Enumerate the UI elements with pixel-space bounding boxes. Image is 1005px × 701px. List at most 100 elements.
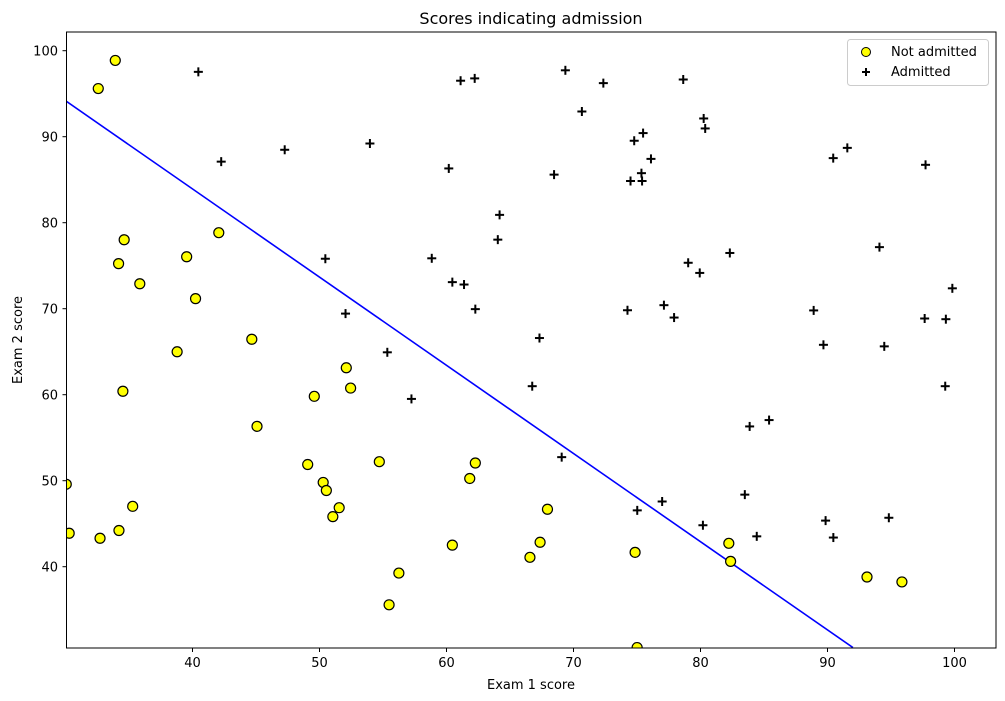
admitted-point [577, 107, 587, 117]
admitted-point [646, 154, 656, 164]
admitted-point [659, 300, 669, 310]
admitted-point [406, 394, 416, 404]
admitted-point [560, 65, 570, 75]
x-tick-label: 80 [692, 656, 709, 671]
admitted-point [921, 160, 931, 170]
not-admitted-point [134, 278, 146, 290]
legend-circle-icon [861, 47, 871, 57]
admitted-point [632, 505, 642, 515]
admitted-point [940, 381, 950, 391]
admitted-point [745, 421, 755, 431]
plot-area [66, 54, 957, 648]
not-admitted-point [181, 251, 193, 263]
admitted-point [629, 136, 639, 146]
not-admitted-point [541, 503, 554, 515]
y-tick-label: 80 [41, 217, 58, 232]
admitted-point [828, 153, 838, 163]
not-admitted-point [171, 346, 183, 358]
not-admitted-point [534, 536, 546, 548]
admitted-point [598, 78, 608, 88]
legend-label-not-admitted: Not admitted [891, 45, 977, 60]
not-admitted-point [345, 382, 357, 394]
admitted-series [193, 65, 957, 543]
admitted-point [459, 280, 469, 290]
x-tick-label: 90 [819, 656, 836, 671]
not-admitted-point [629, 546, 641, 558]
admitted-point [884, 513, 894, 523]
not-admitted-point [251, 420, 263, 432]
not-admitted-point [724, 555, 737, 567]
admitted-point [636, 168, 646, 178]
admitted-point [879, 341, 889, 351]
y-tick-label: 100 [33, 45, 58, 60]
not-admitted-point [723, 537, 735, 549]
admitted-point [341, 309, 351, 319]
admitted-point [698, 520, 708, 530]
admitted-point [818, 340, 828, 350]
y-axis-ticks: 40 50 60 70 80 90 100 [33, 45, 67, 576]
admitted-point [427, 253, 437, 263]
not-admitted-point [308, 390, 320, 402]
x-axis-label: Exam 1 score [487, 678, 575, 693]
chart-title: Scores indicating admission [419, 9, 642, 28]
admitted-point [821, 516, 831, 526]
not-admitted-series [66, 54, 908, 648]
legend-plus-icon [862, 68, 870, 76]
admitted-point [695, 268, 705, 278]
not-admitted-point [94, 532, 106, 544]
admitted-point [764, 415, 774, 425]
legend-box [847, 39, 989, 86]
admitted-point [874, 242, 884, 252]
admitted-point [752, 531, 762, 541]
not-admitted-point [189, 293, 202, 305]
admitted-point [947, 283, 957, 293]
y-tick-label: 40 [41, 561, 58, 576]
admitted-point [557, 452, 567, 462]
admitted-point [534, 333, 544, 343]
not-admitted-point [112, 258, 125, 270]
x-axis-ticks: 40 50 60 70 80 90 100 [184, 648, 967, 671]
not-admitted-point [333, 502, 345, 514]
admitted-point [444, 163, 454, 173]
admitted-point [700, 123, 710, 133]
admitted-point [549, 170, 559, 180]
admitted-point [365, 138, 375, 148]
x-tick-label: 40 [184, 656, 201, 671]
not-admitted-point [469, 457, 481, 469]
admitted-point [842, 143, 852, 153]
not-admitted-point [464, 472, 476, 485]
admitted-point [828, 533, 838, 543]
not-admitted-point [861, 571, 873, 583]
not-admitted-point [66, 527, 75, 539]
not-admitted-point [896, 576, 908, 588]
x-tick-label: 60 [438, 656, 455, 671]
y-tick-label: 60 [41, 389, 58, 404]
x-tick-label: 70 [565, 656, 582, 671]
x-tick-label: 50 [311, 656, 328, 671]
admitted-point [740, 490, 750, 500]
admitted-point [495, 210, 505, 220]
y-axis-label: Exam 2 score [11, 296, 26, 384]
not-admitted-point [446, 539, 458, 551]
admitted-point [470, 304, 480, 314]
not-admitted-point [327, 511, 339, 523]
not-admitted-point [113, 524, 125, 537]
admitted-point [725, 248, 735, 258]
admitted-point [638, 128, 648, 138]
legend-label-admitted: Admitted [891, 65, 951, 80]
decision-boundary-line [66, 100, 854, 648]
admitted-point [637, 176, 647, 186]
admitted-point [493, 235, 503, 245]
not-admitted-point [320, 484, 332, 497]
admitted-point [193, 67, 203, 77]
admitted-point [809, 305, 819, 315]
not-admitted-point [213, 227, 225, 239]
admitted-point [447, 277, 457, 287]
admitted-point [470, 73, 480, 83]
not-admitted-point [118, 234, 130, 246]
admitted-point [622, 305, 632, 315]
admitted-point [941, 314, 951, 324]
not-admitted-point [66, 478, 72, 490]
not-admitted-point [373, 456, 385, 468]
admitted-point [456, 76, 466, 86]
